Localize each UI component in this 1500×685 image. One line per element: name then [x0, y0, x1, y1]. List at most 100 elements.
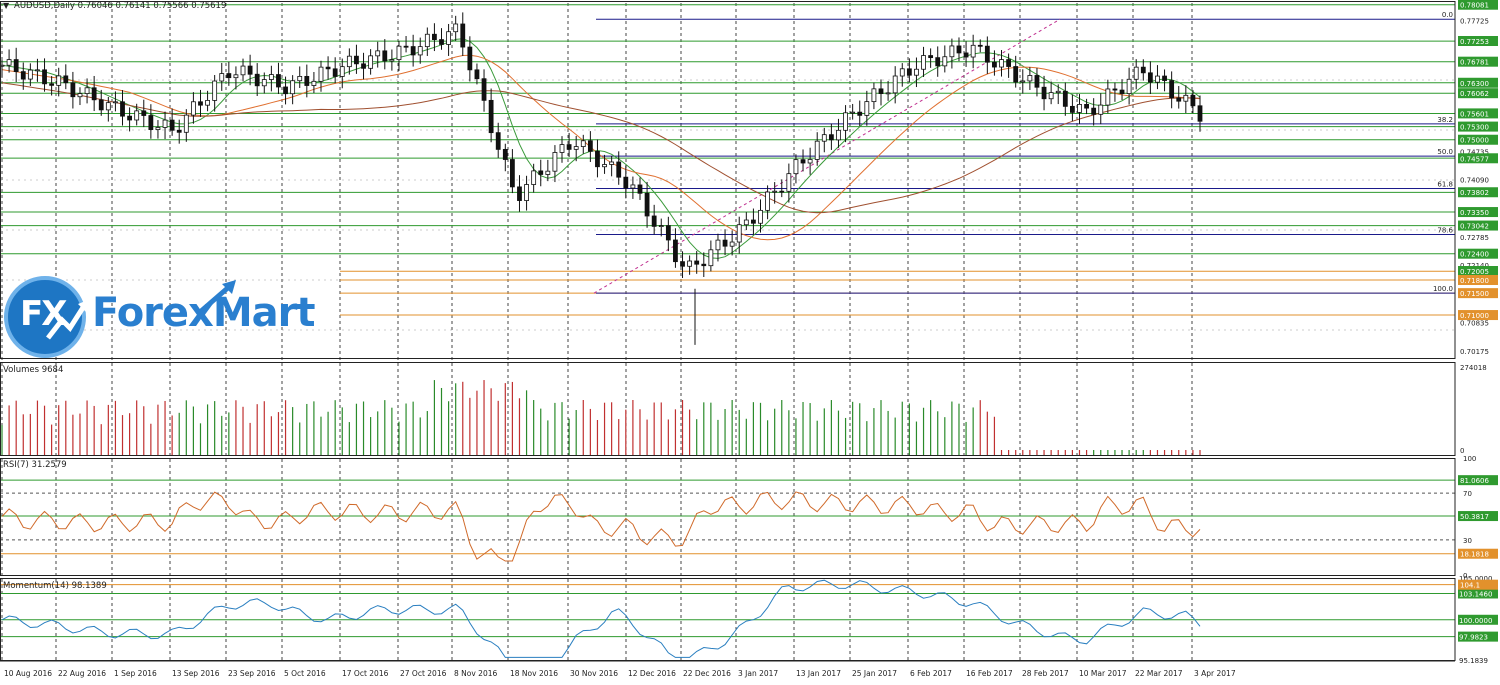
candle: [1105, 79, 1111, 114]
candle: [424, 27, 430, 56]
candle-body: [254, 73, 260, 87]
candle-body: [651, 215, 657, 227]
candle-body: [743, 219, 749, 226]
rsi-axis-label: 100: [1463, 455, 1476, 463]
momentum-tag-label: 97.9823: [1459, 634, 1488, 642]
candle-body: [694, 260, 700, 265]
candle-body: [1155, 75, 1160, 83]
candle-body: [1084, 103, 1089, 109]
candle: [396, 40, 402, 71]
candle-body: [1105, 88, 1111, 106]
date-label: 8 Nov 2016: [454, 669, 497, 678]
candle: [56, 67, 62, 97]
candle: [410, 34, 416, 67]
candle: [906, 58, 912, 83]
dropdown-arrow-icon[interactable]: ▼: [3, 1, 10, 10]
date-label: 6 Feb 2017: [910, 669, 952, 678]
logo-badge: FX: [4, 276, 86, 358]
candle: [1197, 95, 1203, 132]
candle: [382, 39, 388, 70]
momentum-title: Momentum(14) 98.1389: [3, 581, 107, 591]
candle: [1055, 84, 1061, 105]
price-tag: [1458, 207, 1498, 218]
candle-body: [113, 101, 118, 104]
rsi-tag: [1458, 475, 1498, 486]
candle: [793, 154, 799, 184]
date-label: 27 Oct 2016: [400, 669, 447, 678]
candle-body: [630, 184, 636, 189]
candle: [566, 132, 572, 157]
candle-body: [155, 127, 161, 130]
candle-body: [1041, 86, 1047, 100]
candle-body: [13, 59, 19, 73]
date-label: 22 Mar 2017: [1135, 669, 1183, 678]
time-axis: 10 Aug 2016 22 Aug 2016 1 Sep 2016 13 Sep 2…: [4, 669, 1236, 678]
rsi-axis-label: 0: [1463, 572, 1467, 580]
fib-level-label: 61.8: [1437, 180, 1453, 188]
candle: [708, 240, 714, 272]
candle-body: [105, 102, 111, 111]
candle: [446, 23, 451, 56]
ma-fast-line: [1, 38, 1201, 259]
candle: [843, 105, 848, 143]
candle: [736, 216, 742, 254]
price-tag: [1458, 0, 1498, 10]
rsi-tag: [1458, 548, 1498, 559]
candle: [495, 122, 501, 158]
candle-body: [1062, 90, 1068, 107]
candle: [276, 62, 281, 95]
candle-body: [673, 239, 678, 263]
candle: [148, 104, 154, 139]
date-label: 13 Jan 2017: [796, 669, 841, 678]
candle-body: [1140, 66, 1146, 74]
candle-body: [885, 92, 891, 95]
candle: [701, 252, 707, 278]
candle: [1098, 93, 1104, 125]
candle-body: [708, 249, 714, 267]
candle: [354, 44, 359, 74]
price-tag-label: 0.72400: [1460, 251, 1489, 259]
candle-body: [942, 56, 948, 67]
rsi-line: [1, 491, 1201, 562]
candle: [559, 136, 565, 163]
candle-body: [1197, 105, 1203, 122]
candle-body: [566, 144, 572, 150]
candle-body: [999, 59, 1004, 68]
price-tag: [1458, 288, 1498, 299]
candle-body: [460, 23, 466, 48]
candle-body: [531, 170, 537, 185]
candle-body: [212, 80, 218, 101]
candle: [524, 175, 529, 211]
price-tag-label: 0.73802: [1460, 189, 1489, 197]
candle: [800, 149, 806, 172]
candle: [914, 57, 919, 88]
candle: [105, 97, 111, 122]
candle-body: [1147, 72, 1153, 83]
candle: [651, 204, 657, 235]
logo-brand-name: ForexMart: [92, 290, 315, 336]
candle-body: [970, 44, 976, 58]
candle-body: [488, 99, 494, 134]
candle: [63, 64, 69, 90]
candle-body: [56, 75, 62, 86]
candle: [786, 163, 792, 203]
candle: [183, 109, 189, 142]
ma-slow-line: [1, 82, 1201, 214]
candle: [49, 76, 55, 96]
candle-body: [183, 114, 189, 133]
candle-body: [552, 152, 558, 172]
date-label: 10 Mar 2017: [1079, 669, 1127, 678]
fibonacci-retracement[interactable]: 0.0 38.2 50.0 61.8 78.6 100.0: [593, 11, 1455, 294]
candle: [743, 212, 749, 231]
date-label: 10 Aug 2016: [4, 669, 52, 678]
price-tag-label: 0.77253: [1460, 38, 1489, 46]
candle-body: [375, 50, 381, 57]
candle-body: [0, 64, 5, 67]
date-label: 3 Apr 2017: [1194, 669, 1236, 678]
candle-body: [1055, 90, 1061, 94]
candle: [1162, 69, 1167, 92]
trend-arrow-icon: [46, 280, 236, 340]
candle-body: [836, 129, 841, 141]
